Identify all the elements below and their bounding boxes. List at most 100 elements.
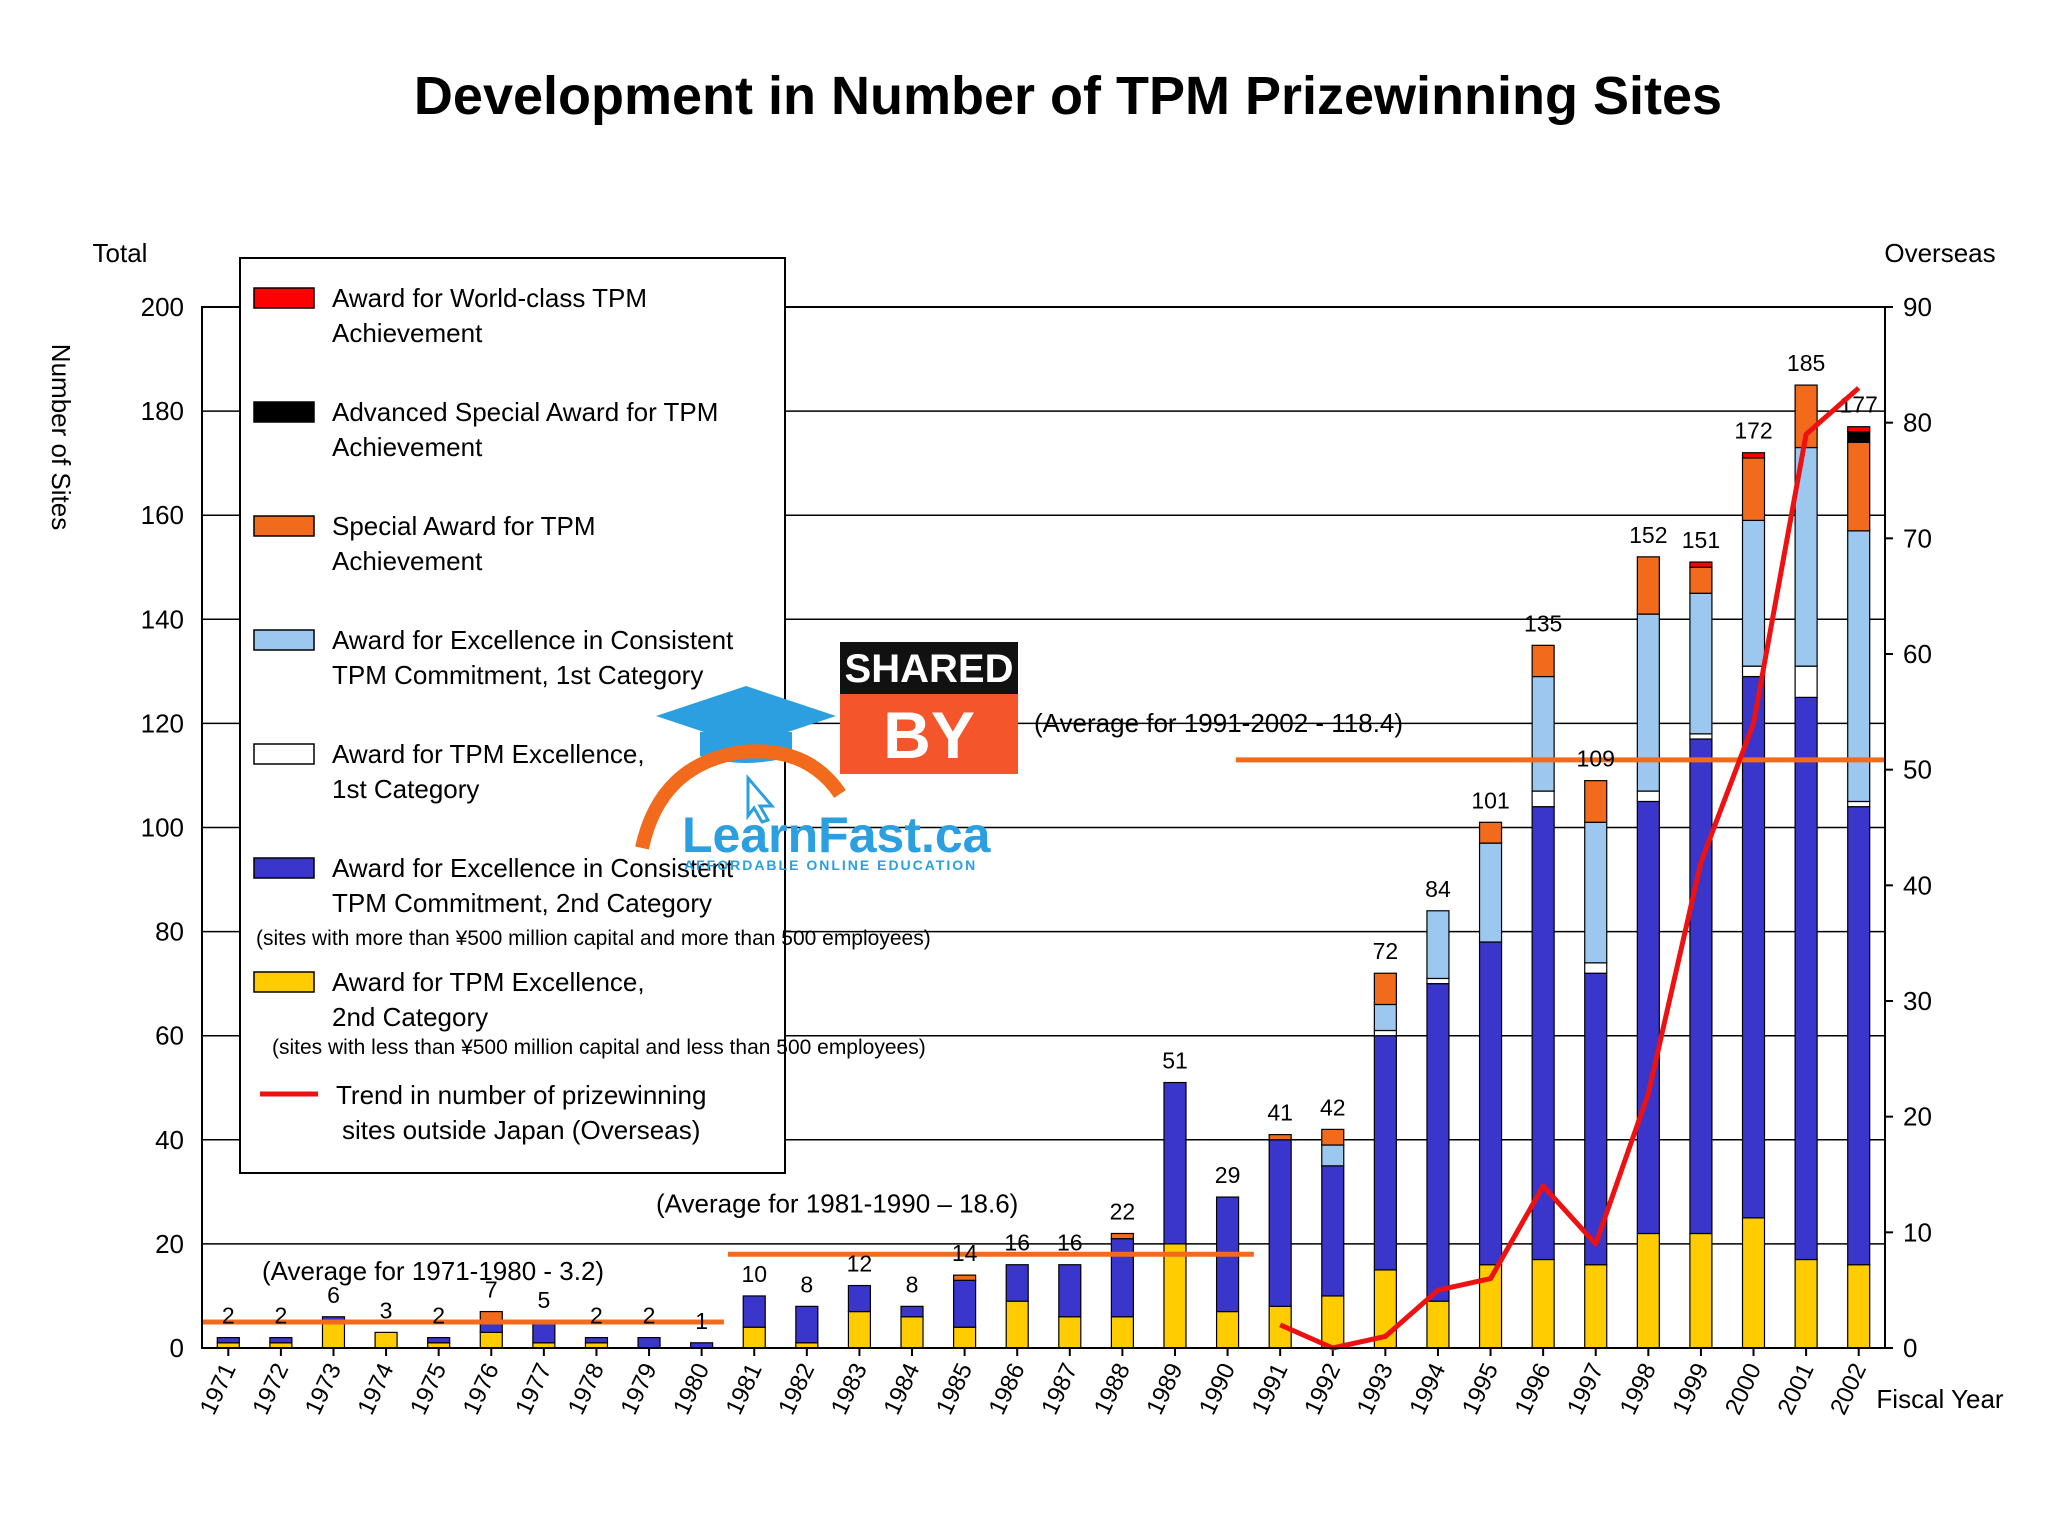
total-label: 2 [222,1303,235,1329]
bar-segment [1636,613,1660,792]
bar-segment [584,1336,609,1344]
bar-segment [1478,821,1503,844]
bar-segment [1741,457,1766,522]
total-label: 6 [327,1282,340,1308]
cursor-icon [746,773,776,824]
learnfast-watermark: SHARED BY LearnFast.ca AFFORDABLE ONLINE… [635,642,1018,873]
bar-segment [1847,431,1871,443]
x-tick-label: 1972 [247,1359,294,1419]
y2-tick-label: 60 [1903,639,1932,669]
bar-segment [1531,644,1555,678]
legend-swatch [253,857,315,879]
total-label: 14 [952,1240,978,1266]
chart-title: Development in Number of TPM Prizewinnin… [414,66,1722,126]
x-tick-label: 2002 [1825,1359,1872,1419]
x-tick-label: 2000 [1720,1359,1767,1419]
x-tick-label: 1989 [1141,1359,1188,1419]
bar-segment [1531,675,1555,792]
watermark-shared-text: SHARED [845,647,1014,691]
bar-segment [1689,733,1713,740]
bar-segment [1321,1295,1345,1349]
bar-segment [1321,1128,1345,1146]
total-label: 29 [1215,1162,1241,1188]
total-label: 7 [485,1277,498,1303]
bar-segment [1636,556,1660,615]
total-label: 2 [643,1303,656,1329]
x-tick-label: 1988 [1089,1359,1136,1419]
total-label: 16 [1057,1230,1083,1256]
bar-segment [1268,1133,1292,1141]
bar-segment [637,1336,661,1349]
watermark-tagline: AFFORDABLE ONLINE EDUCATION [684,857,977,873]
x-tick-label: 1991 [1247,1359,1294,1419]
bar-segment [427,1336,451,1344]
bar-segment [1058,1316,1082,1349]
total-label: 41 [1267,1100,1293,1126]
bar-segment [1321,1144,1345,1167]
total-label: 12 [847,1251,873,1277]
bar-segment [374,1331,398,1349]
average-lines: (Average for 1971-1980 - 3.2) (Average fo… [202,708,1885,1325]
total-label: 135 [1524,610,1562,636]
legend-label: TPM Commitment, 2nd Category [332,888,712,918]
x-axis-label: Fiscal Year [1876,1384,2004,1414]
x-tick-label: 1987 [1036,1359,1083,1419]
bar-segment [1689,1232,1713,1349]
bar-segment [1689,566,1713,594]
total-label: 2 [274,1303,287,1329]
x-tick-label: 1979 [615,1359,662,1419]
bar-segment [1689,592,1713,735]
bar-segment [1689,561,1713,568]
y-tick-label: 60 [155,1021,184,1051]
bar-segment [1584,821,1608,964]
x-tick-label: 1971 [195,1359,242,1419]
x-tick-label: 2001 [1773,1359,1820,1419]
y2-tick-label: 80 [1903,408,1932,438]
bar-segment [1584,962,1608,974]
legend-label: Award for Excellence in Consistent [332,853,734,883]
bar-segment [847,1284,872,1313]
bar-segment [269,1336,293,1344]
total-label: 101 [1471,787,1509,813]
total-label: 185 [1787,350,1825,376]
legend-swatch [253,401,315,423]
plot-border [201,306,1886,1349]
total-label: 2 [590,1303,603,1329]
x-tick-label: 1983 [826,1359,873,1419]
x-tick-label: 1999 [1667,1359,1714,1419]
bar-segment [1373,1003,1397,1032]
y2-tick-label: 10 [1903,1217,1932,1247]
total-label: 172 [1734,418,1772,444]
legend-label: 1st Category [332,774,479,804]
x-tick-label: 1996 [1510,1359,1557,1419]
total-label: 177 [1840,392,1878,418]
bar-segment [1426,983,1450,1302]
legend-swatch [253,287,315,309]
bar-segment [1110,1232,1134,1240]
y-tick-label: 140 [141,604,184,634]
x-tick-label: 1997 [1562,1359,1609,1419]
bar-segment [1741,519,1766,667]
bar-segment [742,1295,766,1328]
watermark-by-banner [840,694,1018,774]
legend-label: Achievement [332,546,483,576]
legend-label: Achievement [332,318,483,348]
bar-segment [1847,441,1871,532]
legend-swatch [253,629,315,651]
bar-segment [1794,665,1818,698]
legend-note-tpm-commitment-2nd: (sites with more than ¥500 million capit… [256,927,931,950]
bar-segment [1373,972,1397,1006]
average-label: (Average for 1981-1990 – 18.6) [656,1188,1018,1218]
x-tick-label: 1990 [1194,1359,1241,1419]
legend-note-tpm-excellence-2nd: (sites with less than ¥500 million capit… [272,1036,926,1059]
legend-label: TPM Commitment, 1st Category [332,660,703,690]
legend-label: Award for World-class TPM [332,283,647,313]
x-tick-label: 1984 [878,1359,925,1419]
watermark-by-text: BY [883,698,975,772]
bar-segment [1110,1238,1134,1318]
bars [216,384,1871,1349]
bar-segment [1110,1316,1134,1349]
bar-segment [1005,1300,1029,1349]
total-label: 10 [741,1261,767,1287]
